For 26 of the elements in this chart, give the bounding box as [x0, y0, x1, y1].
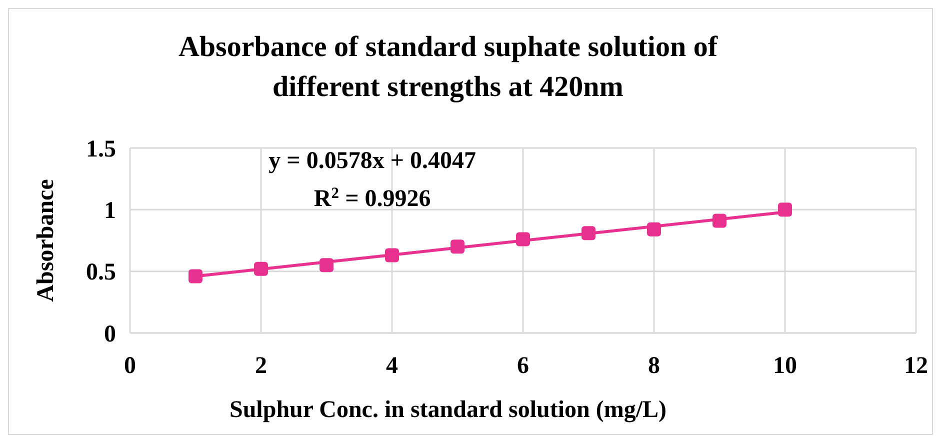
y-axis-title: Absorbance — [33, 178, 59, 302]
x-tick-label: 2 — [255, 353, 267, 379]
point — [582, 226, 596, 240]
point — [516, 232, 530, 246]
x-tick-label: 8 — [648, 353, 660, 379]
x-tick-label: 12 — [904, 353, 928, 379]
point — [188, 269, 202, 284]
x-tick-label: 4 — [386, 353, 398, 379]
point — [450, 240, 464, 254]
chart-title: Absorbance of standard suphate solution of different strengths at 420nm — [178, 31, 718, 103]
point — [385, 248, 399, 262]
point — [712, 214, 726, 228]
x-axis-title: Sulphur Conc. in standard solution (mg/L) — [229, 397, 667, 423]
y-tick-label: 0 — [104, 321, 116, 348]
x-tick-label: 0 — [124, 353, 136, 379]
point — [320, 258, 334, 272]
annotation: R$^{2}$ = 0.9926 — [314, 184, 431, 212]
y-tick-label: 1 — [104, 198, 116, 224]
x-tick-label: 10 — [773, 353, 797, 379]
x-tick-label: 6 — [517, 353, 529, 379]
y-tick-label: 1.5 — [86, 136, 116, 162]
point — [254, 262, 268, 276]
y-tick-label: 0.5 — [86, 260, 116, 286]
point — [647, 222, 661, 236]
annotation: y = 0.0578x + 0.4047 — [268, 148, 476, 174]
point — [778, 202, 792, 217]
